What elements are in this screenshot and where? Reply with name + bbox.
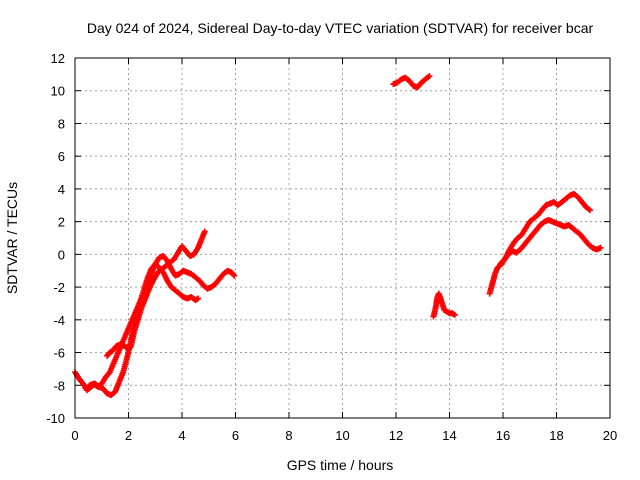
y-tick-label: -10 [46,411,65,426]
y-axis-label: SDTVAR / TECUs [4,182,20,294]
x-tick-label: 18 [549,428,563,443]
x-tick-label: 12 [389,428,403,443]
x-axis-label: GPS time / hours [287,457,394,473]
data-point [451,311,458,318]
y-tick-label: 4 [58,182,65,197]
data-point [426,73,433,79]
x-tick-label: 10 [335,428,349,443]
data-point [195,295,202,302]
x-tick-label: 6 [232,428,239,443]
series-arc-3 [82,253,238,392]
grid [75,58,610,418]
data-point [586,207,593,214]
series-arc-4 [390,73,433,91]
y-tick-label: 6 [58,149,65,164]
chart-title: Day 024 of 2024, Sidereal Day-to-day VTE… [87,20,594,36]
x-tick-label: 16 [496,428,510,443]
series-arc-2 [104,228,208,359]
y-tick-label: -4 [53,313,65,328]
y-tick-label: -8 [53,378,65,393]
x-tick-label: 20 [603,428,617,443]
data-point [201,228,208,235]
series-arc-5 [430,290,458,320]
x-tick-label: 4 [178,428,185,443]
y-tick-label: 2 [58,215,65,230]
data-point [597,244,604,251]
series-arc-7 [497,217,604,268]
data-point [230,271,237,278]
y-tick-label: 8 [58,116,65,131]
x-tick-label: 8 [285,428,292,443]
y-tick-label: 0 [58,247,65,262]
x-tick-label: 2 [125,428,132,443]
y-tick-label: 10 [51,84,65,99]
axis-ticks: 0 2 4 6 8 10 12 14 16 18 20 -10 -8 -6 -4 -2 0 2 4 6 8 10 12 [46,51,617,443]
y-tick-label: -6 [53,346,65,361]
y-tick-label: -2 [53,280,65,295]
data-point [231,272,238,279]
x-tick-label: 0 [71,428,78,443]
data-points [72,73,604,399]
y-tick-label: 12 [51,51,65,66]
x-tick-label: 14 [442,428,456,443]
